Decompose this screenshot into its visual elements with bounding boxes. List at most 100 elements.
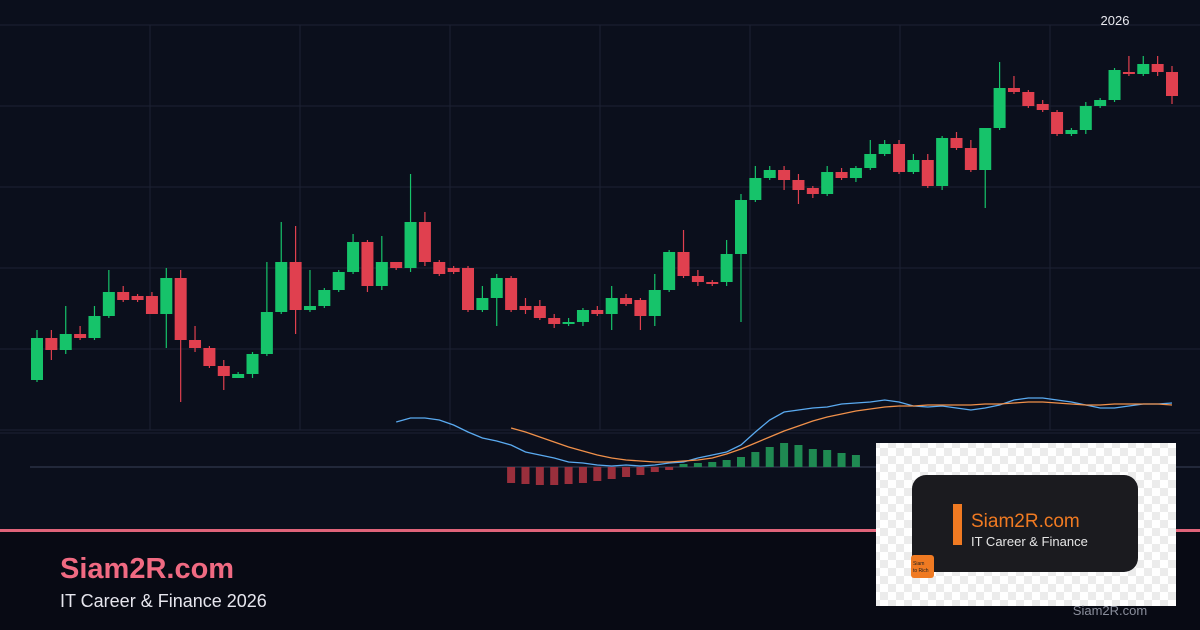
candle-body: [1122, 72, 1135, 74]
candle-body: [260, 312, 273, 354]
year-label: 2026: [1101, 13, 1130, 28]
candle-body: [174, 278, 187, 340]
candle-body: [490, 278, 503, 298]
candle-body: [663, 252, 676, 290]
histogram-bar: [578, 467, 587, 483]
logo-icon: [911, 555, 934, 578]
logo: Siam2R.com IT Career & Finance Siam to R…: [876, 443, 1176, 606]
histogram-bar: [564, 467, 573, 484]
histogram-bar: [765, 447, 774, 467]
watermark: Siam2R.com: [1073, 603, 1147, 618]
histogram-bar: [851, 455, 860, 467]
logo-icon-text: to Rich: [913, 568, 929, 574]
histogram-bar: [679, 464, 688, 467]
candle-body: [778, 170, 791, 180]
candle-body: [648, 290, 661, 316]
histogram-bar: [622, 467, 631, 477]
candle-body: [1137, 64, 1150, 74]
histogram-bar: [736, 457, 745, 467]
grid: [0, 24, 1200, 431]
candle-body: [217, 366, 230, 376]
candle-body: [1108, 70, 1121, 100]
candle-body: [605, 298, 618, 314]
candle-body: [1079, 106, 1092, 130]
candle-body: [677, 252, 690, 276]
histogram-bar: [665, 467, 674, 470]
logo-bar: [953, 504, 962, 545]
candle-body: [1051, 112, 1064, 134]
histogram-bar: [837, 453, 846, 467]
candle-body: [620, 298, 633, 304]
candle-body: [447, 268, 460, 272]
candle-body: [131, 296, 144, 300]
candle-body: [921, 160, 934, 186]
candle-body: [117, 292, 130, 300]
histogram-bar: [708, 462, 717, 467]
candle-body: [390, 262, 403, 268]
candle-body: [505, 278, 518, 310]
candle-body: [275, 262, 288, 312]
histogram-bar: [751, 452, 760, 467]
candle-body: [189, 340, 202, 348]
histogram-bar: [650, 467, 659, 472]
candle-body: [591, 310, 604, 314]
candle-body: [433, 262, 446, 274]
footer-rule: [0, 529, 1200, 532]
histogram-bar: [550, 467, 559, 485]
candle-body: [548, 318, 561, 324]
candle-body: [562, 322, 575, 324]
candle-body: [1065, 130, 1078, 134]
candle-body: [1094, 100, 1107, 106]
candle-body: [835, 172, 848, 178]
histogram-bar: [823, 450, 832, 467]
candle-body: [1007, 88, 1020, 92]
candle-body: [950, 138, 963, 148]
candle-body: [246, 354, 259, 374]
candle-body: [1151, 64, 1164, 72]
candle-body: [476, 298, 489, 310]
histogram-bar: [535, 467, 544, 485]
histogram-bar: [507, 467, 516, 483]
candle-body: [576, 310, 589, 322]
candle-body: [864, 154, 877, 168]
candle-body: [806, 188, 819, 194]
candle-body: [1036, 104, 1049, 110]
candle-body: [519, 306, 532, 310]
candle-body: [979, 128, 992, 170]
brand-name: Siam2R.com: [60, 553, 234, 585]
candle-body: [160, 278, 173, 314]
candle-body: [893, 144, 906, 172]
logo-name: Siam2R.com: [971, 511, 1080, 532]
histogram-bar: [693, 463, 702, 467]
indicator-line: [396, 397, 1173, 467]
histogram-bar: [780, 443, 789, 467]
candle-body: [289, 262, 302, 310]
histogram-bar: [593, 467, 602, 481]
candle-body: [964, 148, 977, 170]
logo-tagline: IT Career & Finance: [971, 534, 1088, 549]
candle-body: [878, 144, 891, 154]
candle-body: [232, 374, 245, 378]
candle-body: [418, 222, 431, 262]
histogram-bar: [636, 467, 645, 475]
candle-body: [462, 268, 475, 310]
candle-body: [734, 200, 747, 254]
candle-body: [102, 292, 115, 316]
candle-body: [993, 88, 1006, 128]
histogram-bar: [722, 460, 731, 467]
histogram-bar: [607, 467, 616, 479]
candle-body: [45, 338, 58, 350]
candle-body: [849, 168, 862, 178]
candle-body: [1166, 72, 1178, 96]
candle-body: [821, 172, 834, 194]
candle-body: [763, 170, 776, 178]
candle-body: [907, 160, 920, 172]
logo-icon-text: Siam: [913, 561, 924, 567]
candle-body: [332, 272, 345, 290]
candle-body: [533, 306, 546, 318]
candle-body: [749, 178, 762, 200]
indicator-line: [510, 401, 1173, 463]
candle-body: [88, 316, 101, 338]
candle-body: [691, 276, 704, 282]
